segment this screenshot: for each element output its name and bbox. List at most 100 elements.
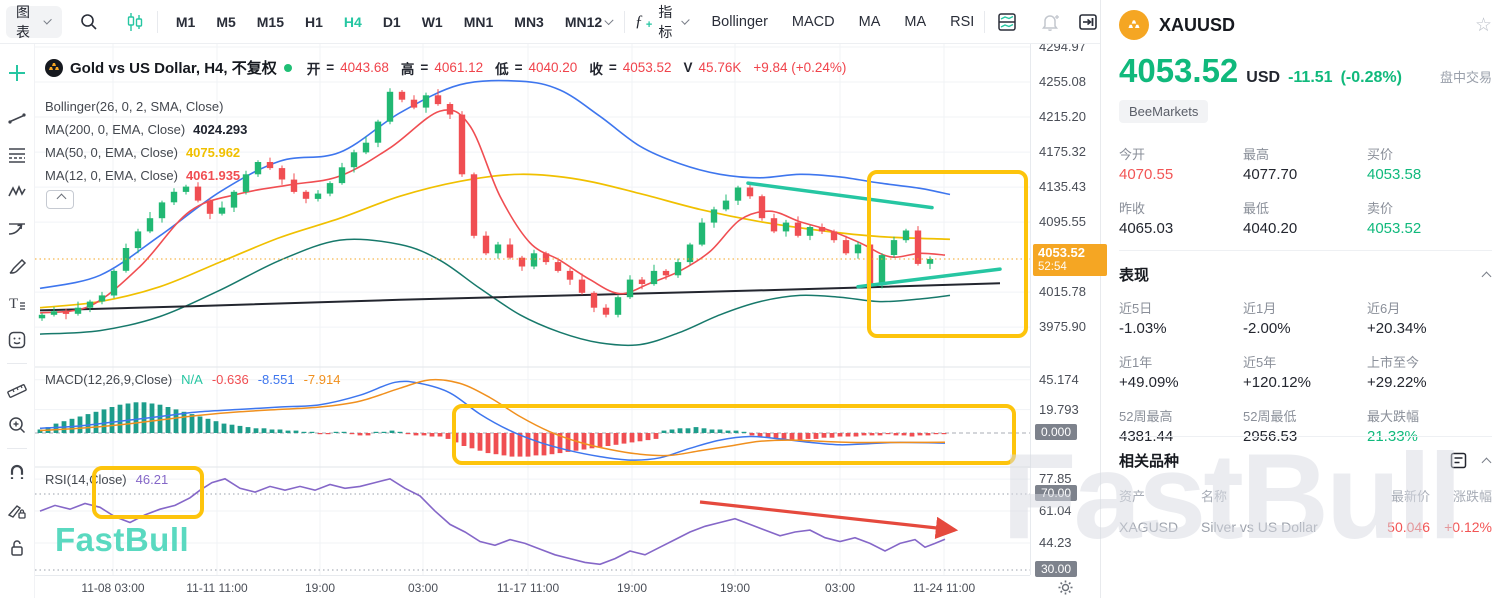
quote-stat: 昨收 4065.03 [1119, 198, 1243, 237]
timeframes-more-chevron[interactable] [604, 15, 614, 26]
chevron-up-icon[interactable] [1481, 271, 1492, 282]
broker-badge[interactable]: BeeMarkets [1119, 100, 1209, 123]
rsi-level-badge: 30.00 [1035, 561, 1078, 577]
timeframe-m1[interactable]: M1 [175, 13, 196, 30]
low-label: 低 [495, 61, 509, 77]
performance-item-value: -2.00% [1243, 320, 1291, 337]
fx-icon: ƒ [634, 12, 643, 30]
candle-countdown: 52:54 [1038, 260, 1067, 273]
performance-section-header[interactable]: 表现 [1119, 264, 1492, 285]
price-axis-label: 4255.08 [1039, 74, 1086, 90]
trend-line-icon[interactable] [0, 99, 34, 136]
chevron-down-icon [43, 16, 53, 25]
zoom-in-icon[interactable] [0, 406, 34, 443]
indicator-legend-row[interactable]: MA(50, 0, EMA, Close) 4075.962 [45, 141, 247, 164]
indicator-chip-ma-3[interactable]: MA [904, 13, 927, 30]
indicator-legend-row[interactable]: MA(12, 0, EMA, Close) 4061.935 [45, 164, 247, 187]
price-row: 4053.52 USD -11.51 (-0.28%) 盘中交易 [1119, 52, 1492, 90]
related-header-1: 名称 [1201, 489, 1228, 504]
top-toolbar: 图表 M1 M5 M15 H1 H4 D1 W1 MN1 MN3 MN12 ƒ + 指标 Bolli… [0, 0, 1100, 44]
magnet-icon[interactable] [0, 454, 34, 491]
legend-value: 4024.293 [193, 122, 248, 137]
indicator-chip-macd-1[interactable]: MACD [791, 13, 835, 30]
crosshair-plus-icon[interactable] [0, 54, 34, 91]
quote-stat-label: 昨收 [1119, 201, 1146, 216]
rsi-axis-label: 77.85 [1039, 471, 1072, 487]
toolbar-divider [157, 10, 158, 33]
indicator-chip-ma-2[interactable]: MA [858, 13, 881, 30]
timeframe-h1[interactable]: H1 [305, 13, 323, 30]
macd-label: MACD(12,26,9,Close) [45, 372, 173, 387]
related-section-header[interactable]: 相关品种 [1119, 450, 1492, 471]
text-tool-icon[interactable]: T [0, 284, 34, 321]
legend-collapse-button[interactable] [46, 190, 74, 209]
gold-symbol-icon [45, 58, 63, 77]
high-label: 高 [400, 61, 415, 77]
timeframe-m5[interactable]: M5 [216, 13, 236, 30]
timeframe-m15[interactable]: M15 [256, 13, 284, 30]
timeframe-h4[interactable]: H4 [343, 13, 362, 30]
timeframe-mn3[interactable]: MN3 [514, 13, 544, 30]
symbol-title[interactable]: Gold vs US Dollar, H4, 不复权 [70, 60, 277, 77]
rsi-label: RSI(14,Close) [45, 472, 127, 487]
drawing-toolbar: T [0, 44, 35, 598]
chevron-up-icon[interactable] [1481, 457, 1492, 468]
indicators-button[interactable]: ƒ + 指标 [635, 2, 690, 42]
quote-stat-value: 4077.70 [1243, 166, 1298, 183]
related-row[interactable]: XAGUSD Silver vs US Dollar 50.046 +0.12% [1119, 519, 1492, 535]
arrow-curve-icon[interactable] [0, 210, 34, 247]
quote-stat-value: 4053.58 [1367, 166, 1422, 183]
last-price: 4053.52 [1119, 52, 1239, 89]
price-axis-label: 3975.90 [1039, 319, 1086, 335]
symbol-detail-sidebar: XAUUSD ☆ 4053.52 USD -11.51 (-0.28%) 盘中交… [1100, 0, 1510, 598]
emoji-icon[interactable] [0, 321, 34, 358]
timeframe-w1[interactable]: W1 [421, 13, 443, 30]
performance-item: 近1年 +49.09% [1119, 352, 1243, 391]
time-axis[interactable]: 11-08 03:00 11-11 11:00 19:00 03:00 11-17 11… [35, 575, 1030, 598]
draw-lock-icon[interactable] [0, 491, 34, 528]
quote-stat: 买价 4053.58 [1367, 144, 1492, 183]
performance-item-label: 近5日 [1119, 301, 1153, 316]
indicator-legend-row[interactable]: Bollinger(26, 0, 2, SMA, Close) [45, 95, 247, 118]
brush-icon[interactable] [0, 247, 34, 284]
performance-item-label: 上市至今 [1367, 355, 1420, 370]
chart-canvas[interactable] [35, 44, 1030, 575]
rsi-value: 46.21 [135, 472, 169, 487]
search-icon[interactable] [76, 7, 100, 37]
timeframe-mn12[interactable]: MN12 [564, 13, 603, 30]
timeframe-mn1[interactable]: MN1 [463, 13, 494, 30]
favorite-star-icon[interactable]: ☆ [1474, 14, 1492, 36]
collapse-panel-icon[interactable] [1076, 7, 1100, 37]
chevron-down-icon [680, 16, 690, 25]
chart-menu-label: 图表 [16, 3, 30, 40]
indicator-chip-bollinger-0[interactable]: Bollinger [711, 13, 768, 30]
fib-retracement-icon[interactable] [0, 136, 34, 173]
multi-layout-icon[interactable] [995, 7, 1019, 37]
ruler-icon[interactable] [0, 369, 34, 406]
chart-type-menu[interactable]: 图表 [6, 4, 63, 40]
close-label: 收 [589, 61, 603, 77]
price-axis[interactable]: 4053.52 52:54 4294.97 4255.08 4215.20 4175.… [1030, 39, 1107, 577]
quote-stat-value: 4040.20 [1243, 220, 1298, 237]
pattern-wave-icon[interactable] [0, 173, 34, 210]
timeframe-d1[interactable]: D1 [382, 13, 401, 30]
indicators-label: 指标 [658, 3, 673, 40]
chart-header: Gold vs US Dollar, H4, 不复权 开 = 4043.68 高 = 4… [45, 57, 846, 78]
candlestick-style-icon[interactable] [123, 7, 147, 37]
settings-gear-icon[interactable] [1058, 580, 1073, 598]
bollinger-lower-band [39, 238, 951, 347]
price-change: -11.51 [1288, 69, 1333, 86]
alert-bell-icon[interactable] [1037, 7, 1061, 37]
annotation-arrow [699, 500, 959, 540]
indicator-chip-rsi-4[interactable]: RSI [950, 13, 975, 30]
related-table-header: 资产 名称 最新价 涨跌幅 [1119, 486, 1492, 505]
lock-icon[interactable] [0, 528, 34, 565]
related-list-icon[interactable] [1450, 452, 1467, 469]
indicator-legend-row[interactable]: MA(200, 0, EMA, Close) 4024.293 [45, 118, 247, 141]
quote-stat-label: 卖价 [1367, 201, 1394, 216]
price-axis-label: 4175.32 [1039, 144, 1086, 160]
quote-stat: 最低 4040.20 [1243, 198, 1367, 237]
open-value: 4043.68 [340, 60, 389, 75]
macd-axis-label: 45.174 [1039, 371, 1079, 387]
